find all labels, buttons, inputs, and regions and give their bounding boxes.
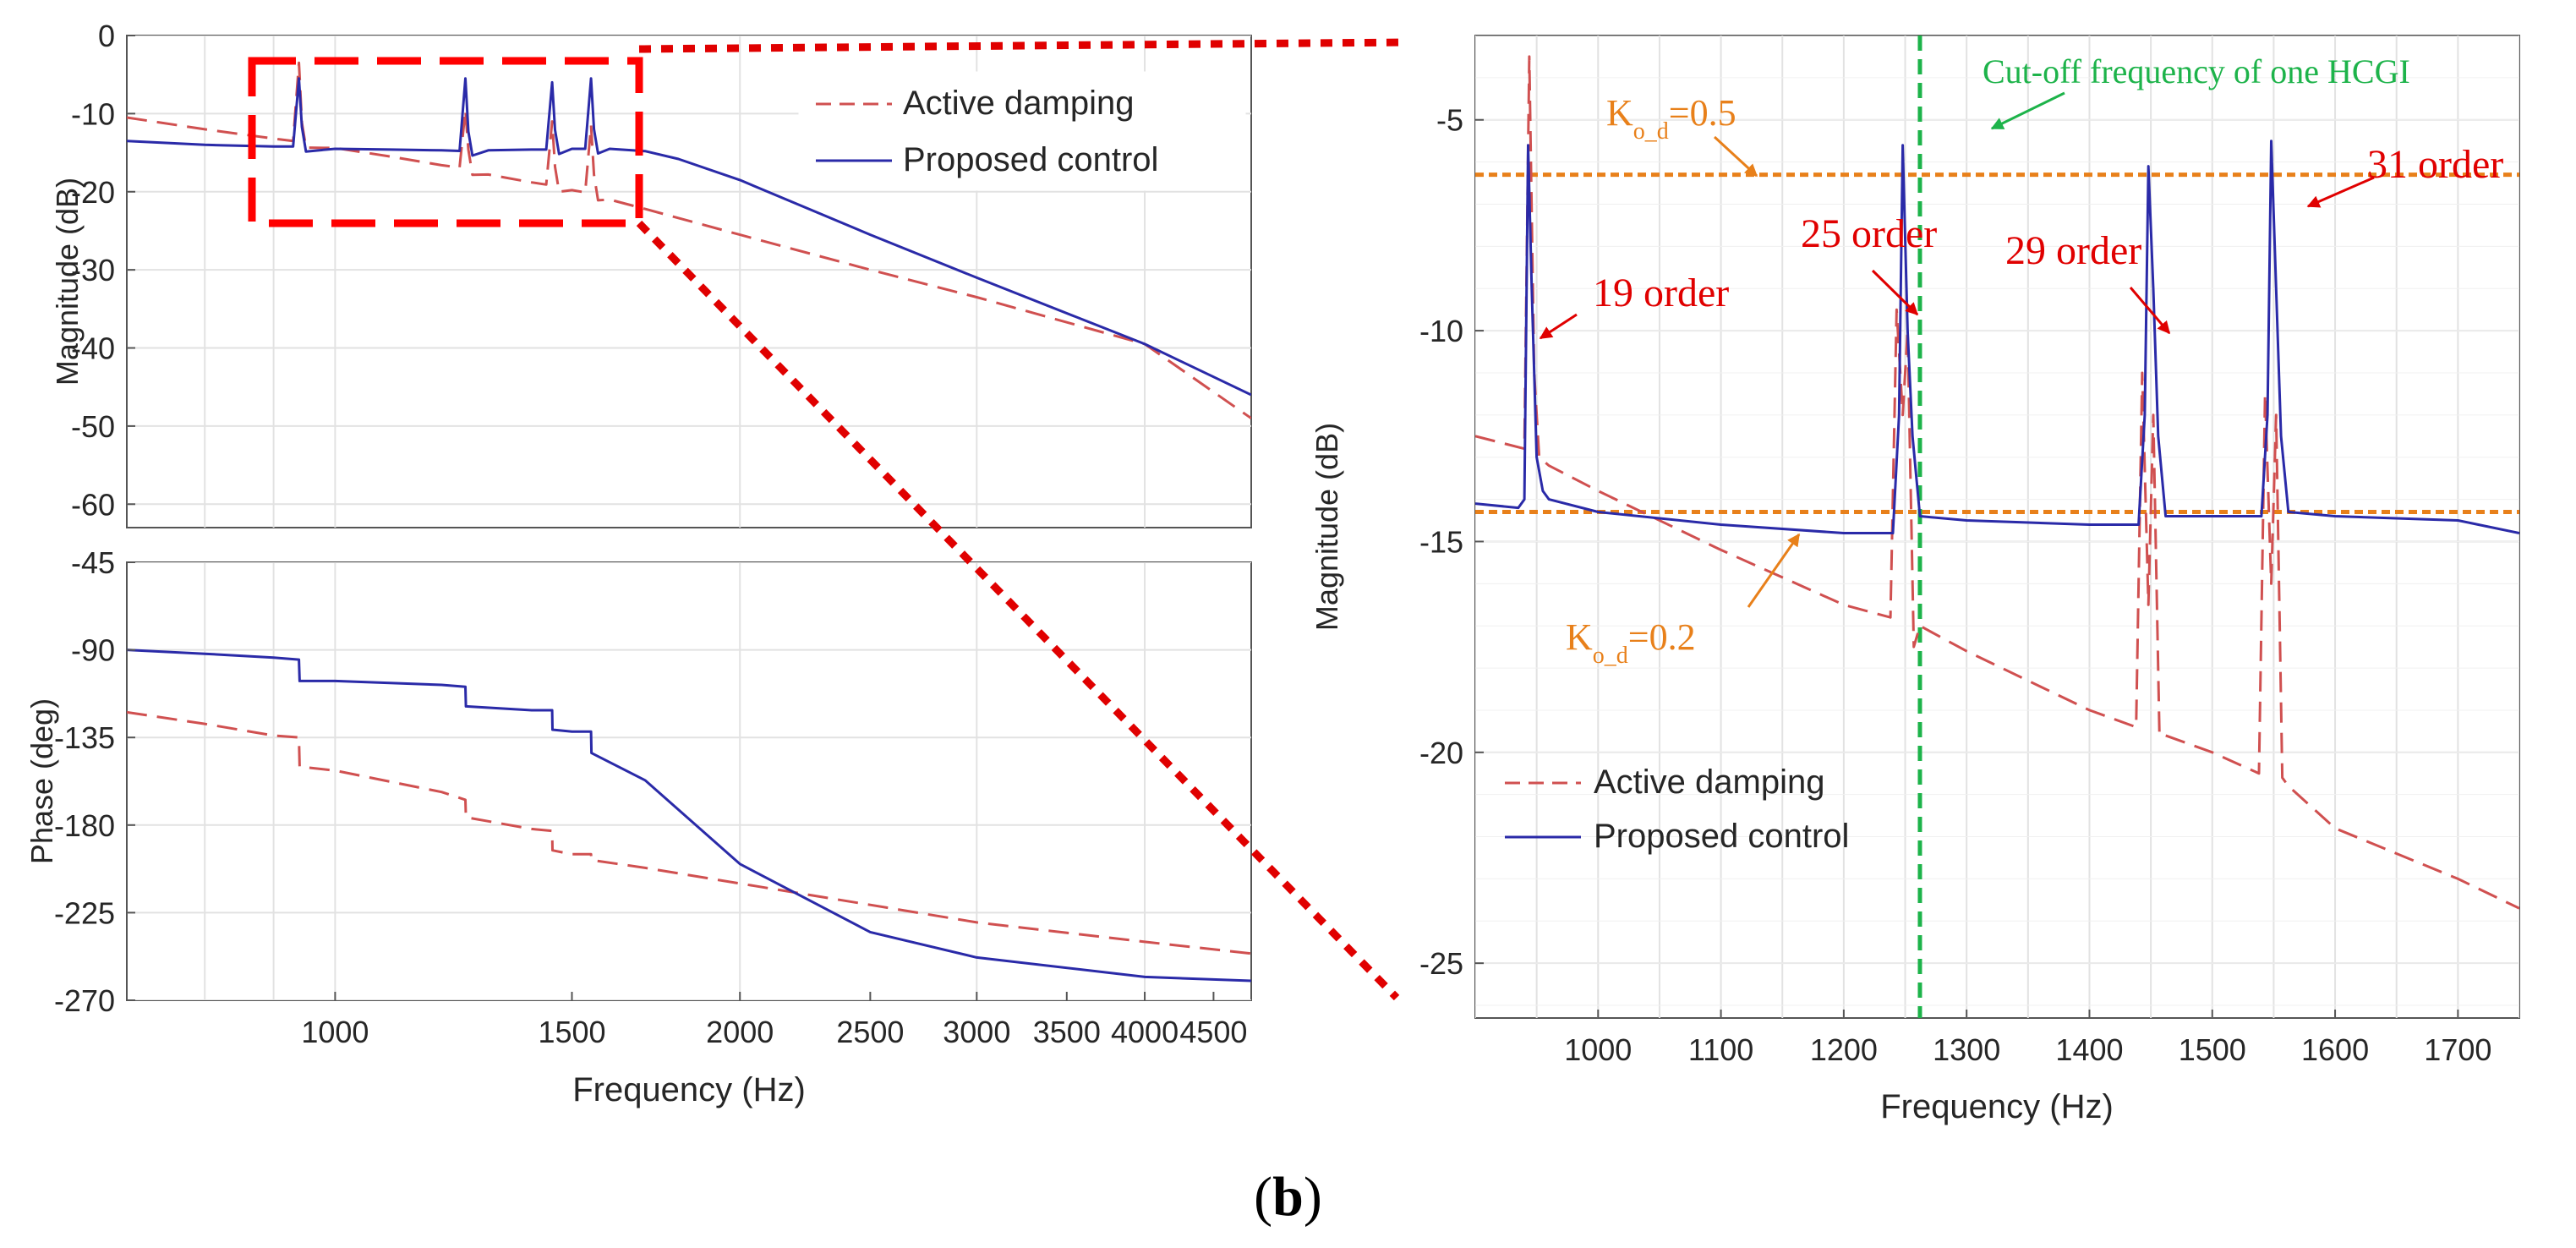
active-damping-line [127, 710, 1251, 955]
x-tick-label: 1200 [1810, 1032, 1878, 1067]
x-tick-label: 2000 [706, 1015, 774, 1049]
x-tick-label: 1100 [1688, 1032, 1753, 1067]
order-label-19: 19 order [1593, 271, 1729, 315]
phase-left-y-ticks: -45 -90 -135 -180 -225 -270 [54, 545, 135, 1018]
y-tick-label: -90 [71, 633, 115, 668]
x-tick-label: 1300 [1933, 1032, 2000, 1067]
y-tick-label: 0 [98, 19, 115, 53]
phase-left-y-label: Phase (deg) [25, 698, 59, 864]
y-tick-label: -135 [54, 720, 115, 755]
x-tick-label: 4000 [1111, 1015, 1179, 1049]
x-tick-label: 1000 [1564, 1032, 1632, 1067]
magnitude-zoom-y-label: Magnitude (dB) [1310, 423, 1344, 631]
phase-left-x-ticks: 1000 1500 2000 2500 3000 3500 4000 4500 [301, 992, 1247, 1049]
magnitude-left-series [127, 61, 1251, 419]
proposed-control-line [127, 649, 1251, 983]
y-tick-label: -180 [54, 808, 115, 843]
y-tick-label: -15 [1419, 524, 1463, 559]
order-label-25: 25 order [1801, 211, 1937, 256]
phase-left-x-label: Frequency (Hz) [572, 1071, 806, 1108]
legend-active-damping-label: Active damping [1594, 764, 1824, 801]
phase-left-axes-box [126, 561, 1252, 1001]
magnitude-zoom-plot: -5-10-15-20-25 1000 1100 1200 1300 1400 1500 1… [1310, 35, 2520, 1125]
magnitude-zoom-x-label: Frequency (Hz) [1880, 1088, 2114, 1125]
y-tick-label: -10 [1419, 314, 1463, 348]
threshold-label-low: Ko_d=0.2 [1566, 616, 1696, 669]
x-tick-label: 1000 [301, 1015, 369, 1049]
x-tick-label: 3000 [943, 1015, 1010, 1049]
y-tick-label: -225 [54, 895, 115, 930]
x-tick-label: 3500 [1033, 1015, 1101, 1049]
y-tick-label: -5 [1436, 103, 1463, 138]
y-tick-label: -45 [71, 545, 115, 580]
magnitude-left-legend: Active damping Proposed control [798, 71, 1246, 191]
magnitude-zoom-grid [1475, 36, 2519, 1018]
proposed-control-line [127, 77, 1251, 397]
x-tick-label: 2500 [836, 1015, 904, 1049]
y-tick-label: -60 [71, 487, 115, 522]
y-tick-label: -10 [71, 96, 115, 131]
active-damping-line [1475, 55, 2519, 910]
order-arrow-25 [1871, 269, 1919, 316]
x-tick-label: 1700 [2424, 1032, 2491, 1067]
zoom-region-box [248, 57, 643, 227]
y-tick-label: -20 [71, 175, 115, 210]
x-tick-label: 1600 [2301, 1032, 2369, 1067]
phase-left-plot: -45 -90 -135 -180 -225 -270 1000 1500 2000 2500 3… [25, 545, 1252, 1108]
magnitude-zoom-axes-box [1474, 35, 2520, 1019]
y-tick-label: -50 [71, 409, 115, 444]
threshold-label-high: Ko_d=0.5 [1606, 92, 1736, 145]
phase-left-series [127, 649, 1251, 983]
y-tick-label: -270 [54, 983, 115, 1018]
order-arrow-29 [2129, 287, 2171, 335]
magnitude-zoom-reference-lines [1475, 36, 2519, 1018]
x-tick-label: 4500 [1179, 1015, 1247, 1049]
phase-left-grid [127, 562, 1251, 1000]
legend-proposed-control-label: Proposed control [1594, 818, 1849, 855]
legend-active-damping-label: Active damping [903, 85, 1134, 122]
magnitude-left-plot: 0 -10 -20 -30 -40 -50 -60 Magnitude (dB) Activ… [50, 19, 1252, 528]
x-tick-label: 1500 [538, 1015, 605, 1049]
caption-letter: b [1272, 1166, 1304, 1228]
magnitude-left-y-label: Magnitude (dB) [50, 178, 85, 386]
y-tick-label: -30 [71, 253, 115, 287]
legend-proposed-control-label: Proposed control [903, 141, 1158, 178]
y-tick-label: -20 [1419, 736, 1463, 770]
zoom-leader-top [638, 38, 1408, 53]
x-tick-label: 1400 [2055, 1032, 2123, 1067]
threshold-arrow-low [1747, 533, 1801, 608]
magnitude-left-y-ticks: 0 -10 -20 -30 -40 -50 -60 [71, 19, 135, 522]
magnitude-zoom-legend: Active damping Proposed control [1505, 764, 1849, 855]
order-arrow-19 [1539, 313, 1578, 340]
x-tick-label: 1500 [2179, 1032, 2246, 1067]
cutoff-label: Cut-off frequency of one HCGI [1983, 52, 2410, 90]
order-label-29: 29 order [2005, 228, 2141, 273]
figure-caption: (b) [1254, 1166, 1322, 1228]
magnitude-zoom-x-ticks: 1000 1100 1200 1300 1400 1500 1600 1700 [1564, 1010, 2491, 1067]
zoom-leader-bottom [636, 220, 1400, 1001]
order-arrow-31 [2306, 176, 2375, 208]
legend-box [798, 71, 1246, 191]
threshold-arrow-high [1713, 135, 1758, 178]
cutoff-arrow [1990, 91, 2065, 130]
y-tick-label: -25 [1419, 946, 1463, 981]
magnitude-zoom-series [1475, 55, 2519, 910]
order-label-31: 31 order [2367, 142, 2503, 187]
y-tick-label: -40 [71, 331, 115, 366]
magnitude-zoom-y-ticks: -5 -10 -15 -20 -25 [1419, 103, 1484, 981]
proposed-control-line [1475, 140, 2519, 534]
